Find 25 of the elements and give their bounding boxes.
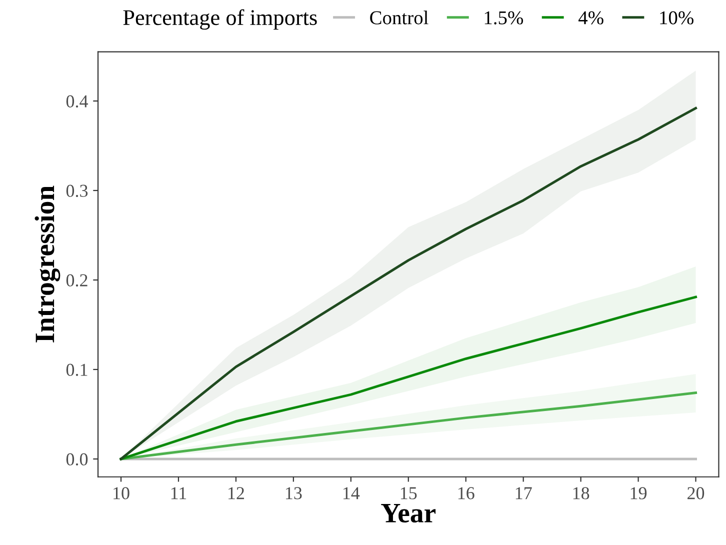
x-tick-label: 12 <box>228 487 244 500</box>
y-axis-title: Introgression <box>34 186 60 342</box>
y-tick-label: 0.1 <box>66 364 88 376</box>
x-tick-label: 16 <box>458 487 474 500</box>
x-tick-label: 10 <box>114 487 130 500</box>
line-series <box>120 296 697 460</box>
line-series <box>120 392 697 460</box>
legend-title: Percentage of imports <box>123 9 317 30</box>
x-tick-label: 11 <box>171 487 186 500</box>
y-tick-label: 0.0 <box>66 453 88 466</box>
x-tick-label: 14 <box>343 487 360 500</box>
y-tick-label: 0.2 <box>66 274 88 287</box>
x-tick-label: 19 <box>630 487 647 500</box>
legend-label: Control <box>370 10 428 24</box>
x-tick-label: 15 <box>400 487 417 500</box>
legend-label: 10% <box>660 11 694 24</box>
y-tick-label: 0.3 <box>66 184 88 198</box>
legend-label: 4% <box>578 11 604 24</box>
x-tick-label: 17 <box>516 487 532 500</box>
x-tick-label: 18 <box>573 487 590 500</box>
legend-label: 1.5% <box>484 11 523 24</box>
y-tick-label: 0.4 <box>66 95 88 108</box>
x-tick-label: 20 <box>688 487 704 500</box>
x-tick-label: 13 <box>286 487 302 500</box>
x-axis-title: Year <box>381 504 436 523</box>
